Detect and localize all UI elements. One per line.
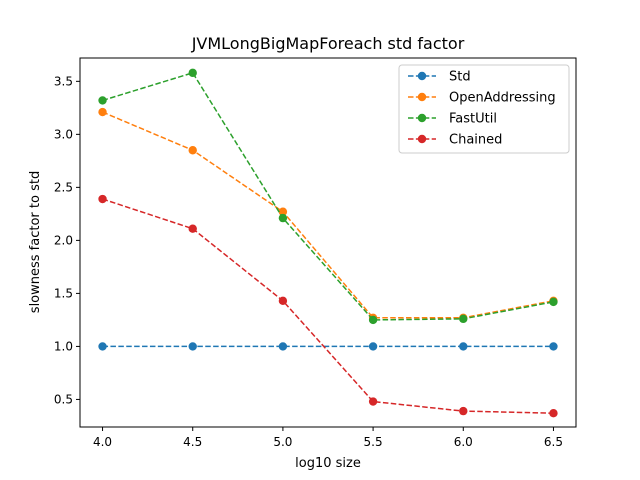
data-point-std <box>368 342 378 351</box>
x-tick-label: 4.0 <box>93 435 112 449</box>
data-point-fastutil <box>278 213 288 223</box>
data-point-std <box>188 342 197 351</box>
y-tick-label: 1.0 <box>54 339 73 353</box>
y-tick-label: 2.5 <box>54 180 73 194</box>
data-point-chained <box>459 406 468 416</box>
legend-marker-openaddressing <box>417 92 427 102</box>
data-point-chained <box>368 397 378 406</box>
x-tick-label: 4.5 <box>183 435 202 449</box>
data-point-chained <box>278 296 288 306</box>
data-point-std <box>549 342 558 351</box>
legend-label-chained: Chained <box>449 133 502 148</box>
data-point-openaddressing <box>278 207 288 216</box>
series-line-chained <box>102 198 554 414</box>
legend-marker-std <box>417 71 427 81</box>
y-tick-label: 0.5 <box>54 392 73 406</box>
x-axis: 4.0 4.5 5.0 5.5 6.0 6.5 <box>93 427 563 449</box>
y-tick-label: 3.5 <box>54 74 73 88</box>
legend-label-fastutil: FastUtil <box>449 112 497 127</box>
legend-marker-fastutil <box>417 113 427 123</box>
series-line-openaddressing <box>102 111 554 319</box>
data-point-std <box>98 342 107 351</box>
data-point-fastutil <box>98 96 107 105</box>
data-point-fastutil <box>549 297 558 307</box>
y-axis-title: slowness factor to std <box>28 171 43 313</box>
data-point-openaddressing <box>188 146 197 155</box>
legend-label-openaddressing: OpenAddressing <box>449 91 556 106</box>
data-point-chained <box>98 194 107 204</box>
data-point-openaddressing <box>98 107 107 117</box>
data-point-fastutil <box>368 315 378 325</box>
legend-label-std: Std <box>449 70 471 85</box>
legend: Std OpenAddressing FastUtil Chained <box>398 64 570 154</box>
data-point-fastutil <box>459 314 468 324</box>
series-layer <box>98 68 558 418</box>
x-tick-label: 5.5 <box>364 435 383 449</box>
legend-marker-chained <box>417 134 427 144</box>
x-tick-label: 6.0 <box>454 435 473 449</box>
data-point-chained <box>549 409 558 418</box>
x-tick-label: 6.5 <box>544 435 563 449</box>
legend-box <box>398 64 570 154</box>
y-tick-label: 1.5 <box>54 286 73 300</box>
data-point-std <box>459 342 468 351</box>
y-tick-label: 2.0 <box>54 233 73 247</box>
data-point-fastutil <box>188 68 197 78</box>
plot-area <box>79 57 577 428</box>
series-line-fastutil <box>102 71 554 321</box>
chart-title: JVMLongBigMapForeach std factor <box>191 34 465 53</box>
data-point-std <box>278 342 288 351</box>
data-point-chained <box>188 224 197 233</box>
x-tick-label: 5.0 <box>273 435 292 449</box>
x-axis-title: log10 size <box>295 456 361 471</box>
y-tick-label: 3.0 <box>54 127 73 141</box>
y-axis: 0.5 1.0 1.5 2.0 2.5 3.0 3.5 <box>54 74 80 406</box>
